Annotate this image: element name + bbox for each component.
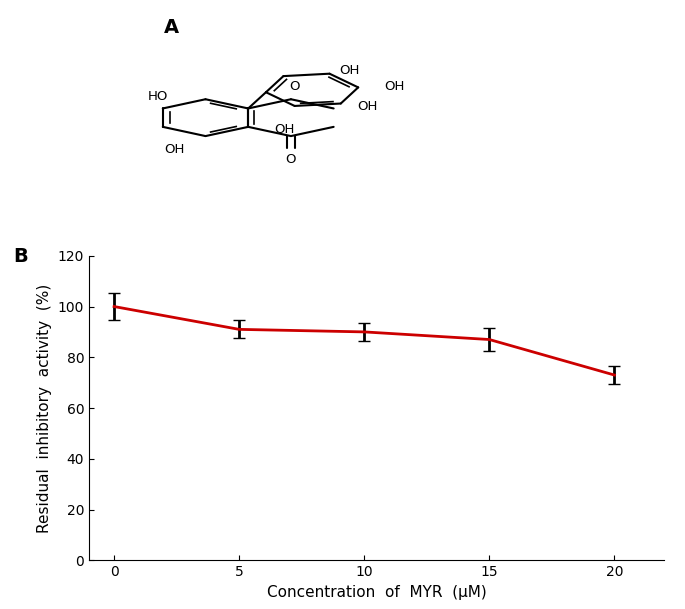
Text: O: O	[286, 153, 296, 166]
X-axis label: Concentration  of  MYR  (μM): Concentration of MYR (μM)	[267, 585, 486, 600]
Text: OH: OH	[274, 123, 295, 136]
Text: B: B	[14, 247, 29, 266]
Text: OH: OH	[164, 143, 185, 157]
Text: HO: HO	[147, 90, 168, 103]
Text: OH: OH	[339, 63, 360, 77]
Text: O: O	[289, 80, 299, 93]
Text: OH: OH	[384, 80, 404, 93]
Text: A: A	[164, 18, 179, 37]
Text: OH: OH	[357, 100, 377, 113]
Y-axis label: Residual  inhibitory  activity  (%): Residual inhibitory activity (%)	[37, 283, 52, 533]
